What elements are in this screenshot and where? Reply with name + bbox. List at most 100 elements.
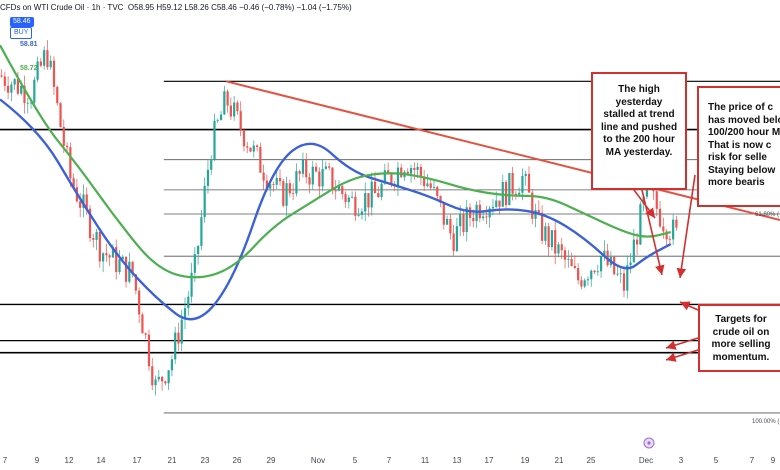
ma-blue-line [0,98,672,321]
candle-body [318,171,321,187]
candle-body [167,370,170,384]
candle-body [16,79,20,94]
x-tick-label: 5 [353,456,358,465]
candle-body [380,183,383,198]
candle-body [56,86,59,104]
candle-body [367,193,370,208]
candle-body [0,75,3,77]
ohlc-values: O58.95 H59.12 L58.26 C58.46 −0.46 (−0.78… [127,3,352,12]
x-tick-label: 7 [3,456,8,465]
candle-body [442,202,445,225]
buy-button[interactable]: BUY [10,27,33,39]
candle-body [622,273,626,291]
candle-body [527,173,531,193]
candle-body [295,171,298,194]
candle-body [72,178,75,188]
candle-body [455,226,459,252]
annotation-targets: Targets for crude oil on more selling mo… [698,304,780,372]
x-tick-label: Nov [311,456,325,465]
candle-body [314,166,318,172]
candle-body [524,173,527,176]
chart-header: CFDs on WTI Crude Oil · 1h · TVC O58.95 … [0,3,352,12]
candle-body [187,296,190,309]
candle-body [105,253,108,256]
x-tick-label: Dec [639,456,653,465]
candle-body [655,191,658,209]
x-tick-label: 17 [485,456,494,465]
candle-body [174,332,177,360]
x-tick-label: 11 [421,456,430,465]
candle-body [521,175,524,193]
candle-body [298,171,301,174]
candle-body [613,257,616,275]
candle-body [541,212,544,241]
candle-body [79,201,82,208]
candle-body [665,231,668,240]
candle-body [262,172,265,181]
candle-body [603,250,606,257]
candle-body [619,273,622,275]
candle-body [544,226,547,241]
candle-body [337,186,341,191]
price-badge[interactable]: 58.46 [10,17,34,27]
candle-body [616,273,619,275]
candle-body [278,177,282,182]
x-tick-label: 5 [714,456,719,465]
candle-body [255,145,259,148]
x-tick-label: 21 [168,456,177,465]
candle-body [183,308,187,320]
candle-body [547,226,550,248]
candle-body [514,193,517,195]
candle-body [668,239,671,240]
candles [0,40,678,396]
candle-body [308,177,311,185]
candle-body [124,256,128,282]
candle-body [583,280,586,287]
candle-body [10,84,13,93]
candle-body [49,60,52,68]
candle-body [400,167,403,178]
candle-body [423,176,426,187]
trendline[interactable] [225,80,780,221]
candle-body [33,79,36,103]
candle-body [573,265,576,269]
candle-body [36,61,39,80]
candle-body [511,173,514,194]
candle-body [439,196,442,203]
candle-body [360,211,364,215]
candle-body [409,167,413,174]
candle-body [485,216,488,218]
annotation-below-ma: The price of c has moved belo 100/200 ho… [697,86,780,207]
x-tick-label: 7 [750,456,755,465]
candle-body [518,192,521,195]
candle-body [508,173,511,206]
candle-body [465,207,468,232]
candle-body [426,183,429,187]
candle-body [292,193,295,195]
candle-body [567,259,570,260]
x-tick-label: 17 [133,456,142,465]
x-tick-label: 19 [521,456,530,465]
candle-body [92,238,95,240]
candle-body [449,219,452,234]
candle-body [46,50,49,68]
candle-body [662,226,665,232]
candle-body [128,261,131,282]
candle-body [462,213,465,232]
candle-body [131,261,134,275]
x-tick-label: 12 [65,456,74,465]
calendar-icon[interactable] [643,437,655,449]
candle-body [377,193,380,198]
candle-body [390,174,393,184]
x-tick-label: 14 [97,456,106,465]
annotation-arrow [676,174,696,279]
candle-body [563,250,567,260]
candle-body [197,245,200,255]
candle-body [482,216,485,219]
candle-body [282,181,285,206]
candle-body [239,111,242,130]
candle-body [629,262,632,266]
candle-body [246,146,249,148]
candle-body [147,334,151,367]
